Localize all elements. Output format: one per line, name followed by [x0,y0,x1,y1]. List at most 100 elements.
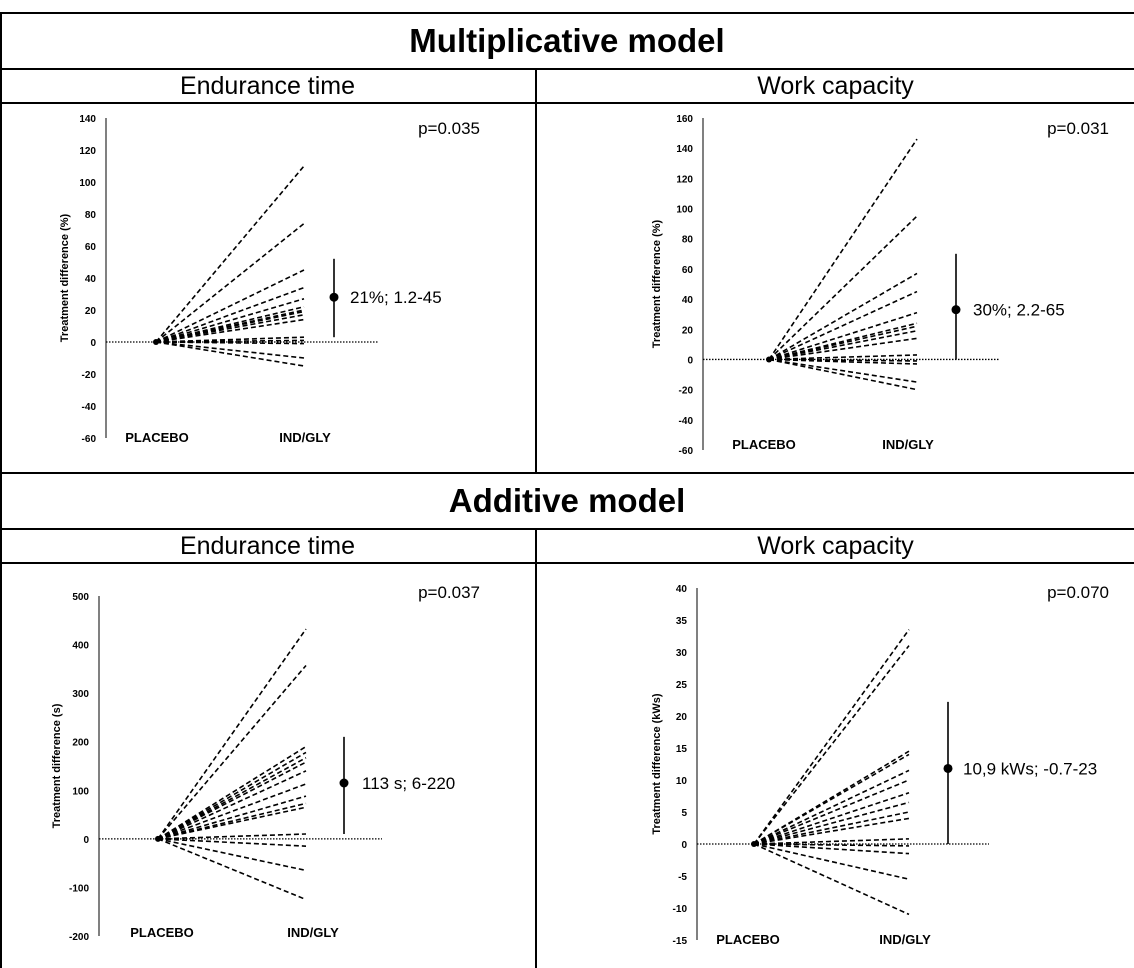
additive-work-chart: 40 35 30 25 20 15 10 5 0 -5 -10 -15 Treatment differ… [651,583,1109,947]
y-tick-label: 40 [85,274,97,285]
subject-line [753,843,910,847]
subject-line [768,329,918,361]
subject-line [768,358,918,391]
y-tick-label: 25 [676,680,688,691]
y-tick-label: -60 [679,446,694,457]
placebo-origin-point [766,356,772,363]
subject-line [768,337,918,361]
category-label-ind-gly: IND/GLY [287,925,339,940]
subject-line [157,745,307,840]
subject-line [768,358,918,365]
subject-line [768,272,918,361]
subject-line [768,290,918,361]
subject-line [753,817,910,845]
divider-under-additive-title [0,528,1134,530]
y-tick-label: 0 [687,355,693,366]
y-axis-title: Treatment difference (%) [59,213,71,342]
subject-line [768,325,918,361]
p-value-label: p=0.037 [418,583,480,602]
subject-line [753,838,910,845]
y-tick-label: -200 [69,932,89,943]
y-tick-label: 20 [682,325,694,336]
column-divider-top [535,68,537,472]
additive-model-title: Additive model [448,482,686,519]
category-label-ind-gly: IND/GLY [279,430,331,445]
y-tick-label: 60 [85,242,97,253]
divider-under-panel-titles-top [0,102,1134,104]
y-tick-label: -60 [82,434,97,445]
subject-line [768,311,918,361]
multiplicative-work-chart: 160 140 120 100 80 60 40 20 0 -20 -40 -60 Treatment … [651,114,1109,457]
y-tick-label: 100 [79,178,96,189]
subject-line [753,792,910,845]
y-tick-label: -100 [69,883,89,894]
y-tick-label: 120 [676,174,693,185]
subject-line [753,769,910,845]
y-tick-label: 140 [79,114,96,125]
y-tick-label: 5 [681,808,687,819]
y-tick-label: 0 [90,338,96,349]
subject-line [753,753,910,845]
y-tick-label: 35 [676,616,688,627]
multiplicative-model-title: Multiplicative model [409,22,725,59]
subject-line [768,354,918,361]
subject-line [155,341,305,359]
subject-line [768,358,918,383]
y-tick-label: -40 [82,402,97,413]
y-tick-label: 0 [83,835,89,846]
y-tick-label: 500 [72,592,89,603]
subject-line [157,838,307,872]
subject-line [157,783,307,840]
estimate-point [951,305,961,315]
y-tick-label: 80 [682,235,694,246]
subject-line [155,341,305,345]
subject-line [157,838,307,901]
estimate-point [943,763,953,773]
estimate-point [329,292,339,302]
divider-under-multiplicative-title [0,68,1134,70]
y-tick-label: 80 [85,210,97,221]
y-tick-label: 40 [682,295,694,306]
placebo-origin-point [153,339,159,345]
subject-line [157,664,307,840]
category-label-placebo: PLACEBO [716,932,780,947]
p-value-label: p=0.031 [1047,119,1109,138]
estimate-label: 10,9 kWs; -0.7-23 [963,759,1097,778]
y-tick-label: 120 [79,146,96,157]
y-axis-title: Treatment difference (s) [51,703,63,828]
subject-line [157,795,307,840]
subject-line [753,779,910,845]
y-tick-label: 400 [72,641,89,652]
y-tick-label: 15 [676,744,688,755]
subject-line [753,629,910,845]
subject-line [155,298,305,343]
y-tick-label: 20 [85,306,97,317]
border-left [0,12,2,968]
category-label-ind-gly: IND/GLY [882,437,934,452]
divider-middle [0,472,1134,474]
subject-line [753,750,910,845]
subject-line [753,843,910,880]
subject-line [157,770,307,840]
y-tick-label: 40 [676,584,688,595]
subject-line [753,801,910,845]
column-divider-bottom [535,528,537,968]
subject-line [155,269,305,343]
border-top [0,12,1134,14]
panel-title-work-bottom: Work capacity [757,532,914,560]
subject-line [155,318,305,343]
subject-line [155,286,305,343]
y-axis-title: Treatment difference (kWs) [651,693,663,835]
subject-line [155,165,305,343]
panel-title-work-top: Work capacity [757,72,914,100]
estimate-label: 113 s; 6-220 [362,774,455,793]
subject-line [157,761,307,840]
y-tick-label: -20 [679,386,694,397]
y-tick-label: 140 [676,144,693,155]
y-tick-label: -40 [679,416,694,427]
subject-line [155,314,305,343]
subject-line [753,843,910,916]
y-tick-label: -20 [82,370,97,381]
placebo-origin-point [155,835,161,842]
divider-under-panel-titles-bottom [0,562,1134,564]
